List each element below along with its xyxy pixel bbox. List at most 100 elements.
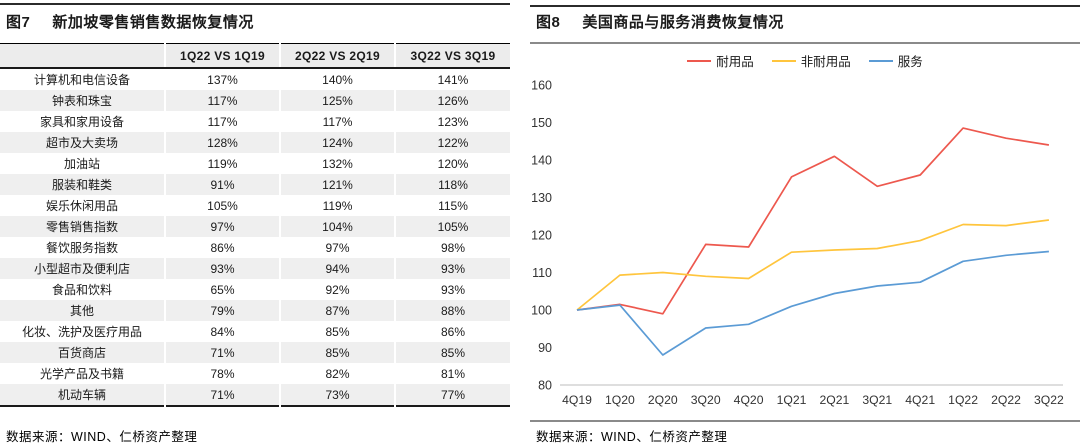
y-axis-tick-label: 90: [538, 341, 552, 355]
row-value: 128%: [164, 132, 280, 153]
row-label: 加油站: [63, 157, 100, 171]
y-axis-tick-label: 120: [531, 229, 552, 243]
row-value: 123%: [394, 111, 510, 132]
row-label: 计算机和电信设备: [33, 73, 130, 87]
line-chart: 80 90 100 110 120 130 140 150 160 4Q19 1Q20 2Q20 3Q2…: [531, 79, 1064, 408]
legend-label: 耐用品: [716, 55, 754, 69]
figure8-bottom-rule: [530, 420, 1080, 422]
row-label: 光学产品及书籍: [39, 367, 124, 381]
row-label: 家具和家用设备: [39, 115, 124, 129]
row-value: 125%: [279, 90, 395, 111]
legend-item: 非耐用品: [771, 51, 851, 70]
row-value: 78%: [164, 363, 280, 384]
table-row: 零售销售指数 97% 104% 105%: [0, 216, 510, 237]
row-value: 105%: [394, 216, 510, 237]
x-axis-tick-label: 1Q22: [948, 393, 978, 407]
figure8-title: 图8 美国商品与服务消费恢复情况: [536, 11, 784, 32]
row-value: 85%: [279, 342, 395, 363]
row-value: 93%: [394, 258, 510, 279]
x-axis-tick-label: 4Q20: [734, 393, 764, 407]
figure8-tag: 图8: [536, 14, 561, 31]
y-axis-tick-label: 100: [531, 304, 552, 318]
row-value: 97%: [164, 216, 280, 237]
row-label: 钟表和珠宝: [0, 90, 165, 111]
row-label: 机动车辆: [0, 384, 165, 406]
row-value: 79%: [164, 300, 280, 321]
row-value: 119%: [164, 153, 280, 174]
row-value: 137%: [164, 68, 280, 90]
legend-line-swatch: [771, 59, 796, 62]
y-axis-tick-label: 130: [531, 191, 552, 205]
row-value: 71%: [164, 342, 280, 363]
table-row: 食品和饮料 65% 92% 93%: [0, 279, 510, 300]
row-value: 117%: [164, 90, 280, 111]
header-col-2: 2Q22 VS 2Q19: [279, 43, 395, 69]
row-value: 124%: [279, 132, 395, 153]
table-row: 光学产品及书籍 78% 82% 81%: [0, 363, 510, 384]
x-axis-tick-label: 2Q22: [991, 393, 1021, 407]
x-axis-tick-label: 4Q21: [905, 393, 935, 407]
figure8-panel: 图8 美国商品与服务消费恢复情况 耐用品 非耐用品 服务 80 90 100 110 120 1…: [530, 0, 1080, 448]
row-value: 120%: [394, 153, 510, 174]
row-label: 其他: [0, 300, 165, 321]
row-value: 104%: [279, 216, 395, 237]
row-value: 87%: [279, 300, 395, 321]
table-row: 超市及大卖场 128% 124% 122%: [0, 132, 510, 153]
row-value: 98%: [394, 237, 510, 258]
figure7-title-text: 新加坡零售销售数据恢复情况: [52, 14, 254, 31]
row-label: 餐饮服务指数: [45, 241, 118, 255]
table-header: 1Q22 VS 1Q19 2Q22 VS 2Q19 3Q22 VS 3Q19: [0, 43, 510, 69]
header-col-3: 3Q22 VS 3Q19: [394, 43, 510, 69]
figure8-title-text: 美国商品与服务消费恢复情况: [582, 14, 784, 31]
x-axis-tick-label: 1Q20: [605, 393, 635, 407]
row-value: 82%: [279, 363, 395, 384]
x-axis-tick-label: 3Q20: [691, 393, 721, 407]
table-row: 百货商店 71% 85% 85%: [0, 342, 510, 363]
legend-item: 服务: [868, 51, 923, 70]
series-line-服务: [576, 250, 1049, 356]
row-value: 132%: [279, 153, 395, 174]
y-axis-tick-label: 160: [531, 79, 552, 93]
table-row: 小型超市及便利店 93% 94% 93%: [0, 258, 510, 279]
table-row: 钟表和珠宝 117% 125% 126%: [0, 90, 510, 111]
x-axis-tick-label: 2Q20: [648, 393, 678, 407]
row-label: 化妆、洗护及医疗用品: [21, 325, 142, 339]
table-row: 其他 79% 87% 88%: [0, 300, 510, 321]
row-label: 超市及大卖场: [0, 132, 165, 153]
row-value: 65%: [164, 279, 280, 300]
y-axis-tick-label: 140: [531, 154, 552, 168]
chart-legend: 耐用品 非耐用品 服务: [530, 51, 1080, 70]
row-value: 85%: [394, 342, 510, 363]
row-value: 93%: [164, 258, 280, 279]
row-label: 娱乐休闲用品: [45, 199, 118, 213]
row-value: 117%: [164, 111, 280, 132]
x-axis-tick-label: 4Q19: [562, 393, 592, 407]
header-category: [0, 43, 165, 69]
header-col-1: 1Q22 VS 1Q19: [164, 43, 280, 69]
figure8-source: 数据来源：WIND、仁桥资产整理: [536, 430, 728, 444]
row-value: 85%: [279, 321, 395, 342]
table-row: 化妆、洗护及医疗用品 84% 85% 86%: [0, 321, 510, 342]
row-value: 121%: [279, 174, 395, 195]
y-axis-tick-label: 80: [538, 379, 552, 393]
figure7-top-rule: [0, 3, 510, 5]
figure7-source: 数据来源：WIND、仁桥资产整理: [6, 430, 198, 444]
row-value: 81%: [394, 363, 510, 384]
row-value: 84%: [164, 321, 280, 342]
retail-recovery-table: 1Q22 VS 1Q19 2Q22 VS 2Q19 3Q22 VS 3Q19 计算机…: [0, 43, 510, 407]
row-value: 73%: [279, 384, 395, 406]
series-line-耐用品: [576, 127, 1050, 315]
x-axis-tick-label: 3Q21: [862, 393, 892, 407]
table-row: 机动车辆 71% 73% 77%: [0, 384, 510, 406]
figure7-panel: 图7 新加坡零售销售数据恢复情况 1Q22 VS 1Q19 2Q22 VS 2Q19…: [0, 0, 510, 448]
table-body: 计算机和电信设备 137% 140% 141% 钟表和珠宝 117% 125% 126% 家具和…: [0, 68, 510, 406]
row-value: 91%: [164, 174, 280, 195]
table-row: 娱乐休闲用品 105% 119% 115%: [0, 195, 510, 216]
row-value: 71%: [164, 384, 280, 406]
legend-line-swatch: [687, 59, 712, 62]
y-axis-tick-label: 110: [532, 266, 552, 280]
row-value: 88%: [394, 300, 510, 321]
row-label: 食品和饮料: [51, 283, 112, 297]
legend-label: 非耐用品: [800, 55, 851, 69]
figure8-title-divider: [530, 42, 1080, 44]
